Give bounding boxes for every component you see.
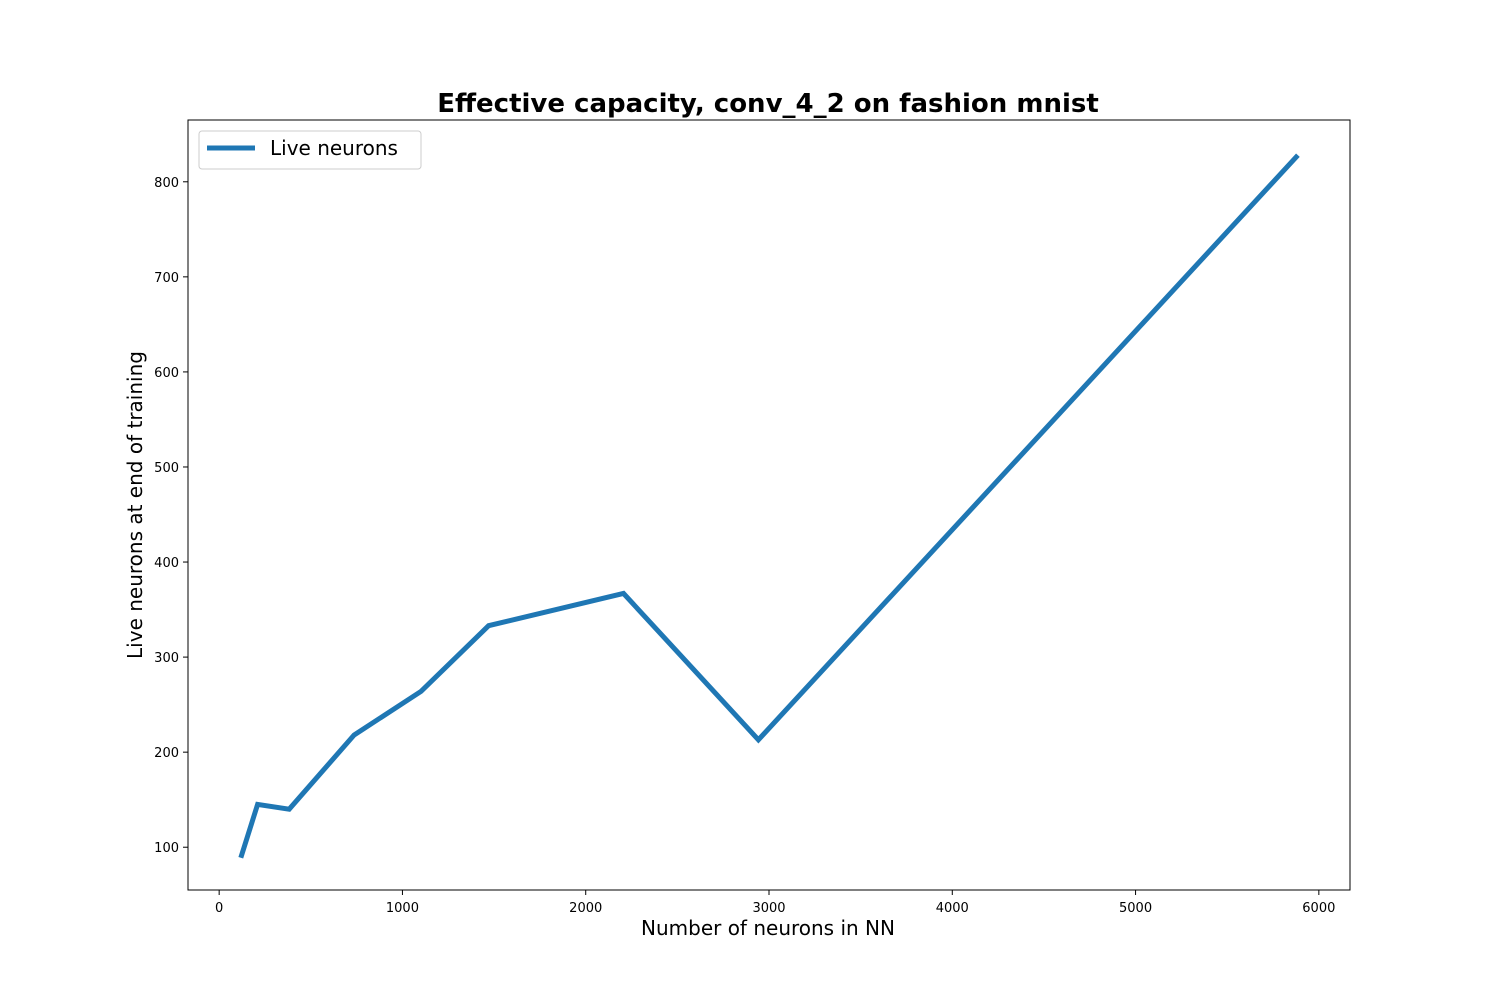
x-tick-label: 0 <box>215 901 223 916</box>
plot-area <box>187 119 1351 891</box>
y-tick-label: 200 <box>154 746 179 761</box>
y-tick-label: 600 <box>154 366 179 381</box>
x-axis-label: Number of neurons in NN <box>641 916 895 940</box>
data-point <box>419 689 424 694</box>
y-axis-ticks: 100 200 300 400 500 600 700 800 <box>154 176 188 856</box>
y-tick-label: 500 <box>154 461 179 476</box>
x-tick-label: 5000 <box>1119 901 1152 916</box>
legend-box <box>198 130 422 170</box>
data-point <box>486 623 491 628</box>
data-point <box>255 802 260 807</box>
y-tick-label: 800 <box>154 176 179 191</box>
series-line <box>238 153 1300 859</box>
chart-title: Effective capacity, conv_4_2 on fashion … <box>437 89 1099 119</box>
y-axis-label: Live neurons at end of training <box>123 351 147 659</box>
series-layer <box>238 153 1300 860</box>
data-point <box>1295 153 1300 158</box>
data-point <box>621 591 626 596</box>
legend: Live neurons <box>198 130 422 170</box>
x-tick-label: 2000 <box>569 901 602 916</box>
legend-label: Live neurons <box>270 136 398 160</box>
data-point <box>352 733 357 738</box>
x-tick-label: 4000 <box>936 901 969 916</box>
data-point <box>756 737 761 742</box>
data-point <box>238 855 243 860</box>
y-tick-label: 300 <box>154 651 179 666</box>
x-axis-ticks: 0 1000 2000 3000 4000 5000 6000 <box>215 890 1335 916</box>
y-tick-label: 100 <box>154 841 179 856</box>
x-tick-label: 1000 <box>386 901 419 916</box>
x-tick-label: 3000 <box>752 901 785 916</box>
y-tick-label: 700 <box>154 271 179 286</box>
y-tick-label: 400 <box>154 556 179 571</box>
x-tick-label: 6000 <box>1302 901 1335 916</box>
data-point <box>287 807 292 812</box>
